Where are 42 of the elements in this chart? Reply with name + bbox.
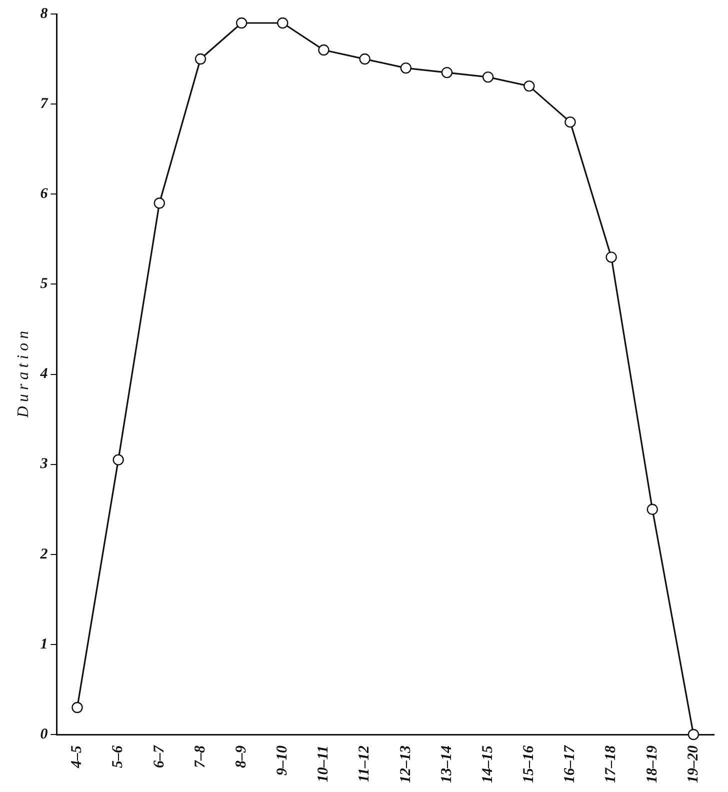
y-tick-label: 3 [39, 456, 48, 472]
x-tick-label: 13–14 [438, 745, 455, 783]
point [359, 53, 370, 65]
x-tick-label: 19–20 [685, 745, 702, 783]
x-tick-label: 10–11 [316, 746, 332, 782]
x-tick-label: 17–18 [603, 745, 620, 783]
point [646, 504, 658, 515]
y-tick-label: 1 [40, 636, 48, 652]
x-tick-label: 11–12 [356, 745, 373, 782]
x-tick-label: 9–10 [274, 745, 291, 776]
x-tick-label: 12–13 [398, 745, 414, 783]
point [482, 71, 494, 83]
point [277, 17, 288, 29]
point [236, 17, 248, 29]
point [154, 198, 166, 209]
y-axis-title: D u r a t i o n [14, 330, 32, 419]
point [524, 80, 535, 92]
y-tick-label: 5 [40, 276, 48, 292]
point [318, 44, 330, 56]
x-tick-label: 8–9 [233, 745, 250, 768]
x-tick-label: 7–8 [192, 745, 208, 768]
x-tick-label: 5–6 [110, 745, 126, 768]
point [606, 252, 617, 263]
x-tick-label: 14–15 [480, 745, 496, 783]
y-tick-label: 0 [40, 726, 48, 742]
y-tick-label: 8 [40, 6, 48, 22]
point [564, 116, 576, 128]
point [194, 53, 206, 65]
point [400, 62, 412, 74]
x-tick-label: 16–17 [562, 745, 578, 783]
point [688, 728, 700, 740]
x-tick-label: 15–16 [521, 745, 538, 783]
point [72, 702, 83, 714]
point [441, 66, 453, 78]
x-tick-label: 18–19 [644, 745, 660, 783]
y-tick-label: 7 [40, 96, 48, 112]
x-tick-label: 4–5 [69, 745, 86, 769]
point [112, 454, 124, 466]
x-tick-label: 6–7 [151, 745, 168, 768]
y-tick-label: 4 [39, 366, 48, 382]
y-tick-label: 6 [40, 186, 48, 202]
y-tick-label: 2 [39, 546, 48, 562]
